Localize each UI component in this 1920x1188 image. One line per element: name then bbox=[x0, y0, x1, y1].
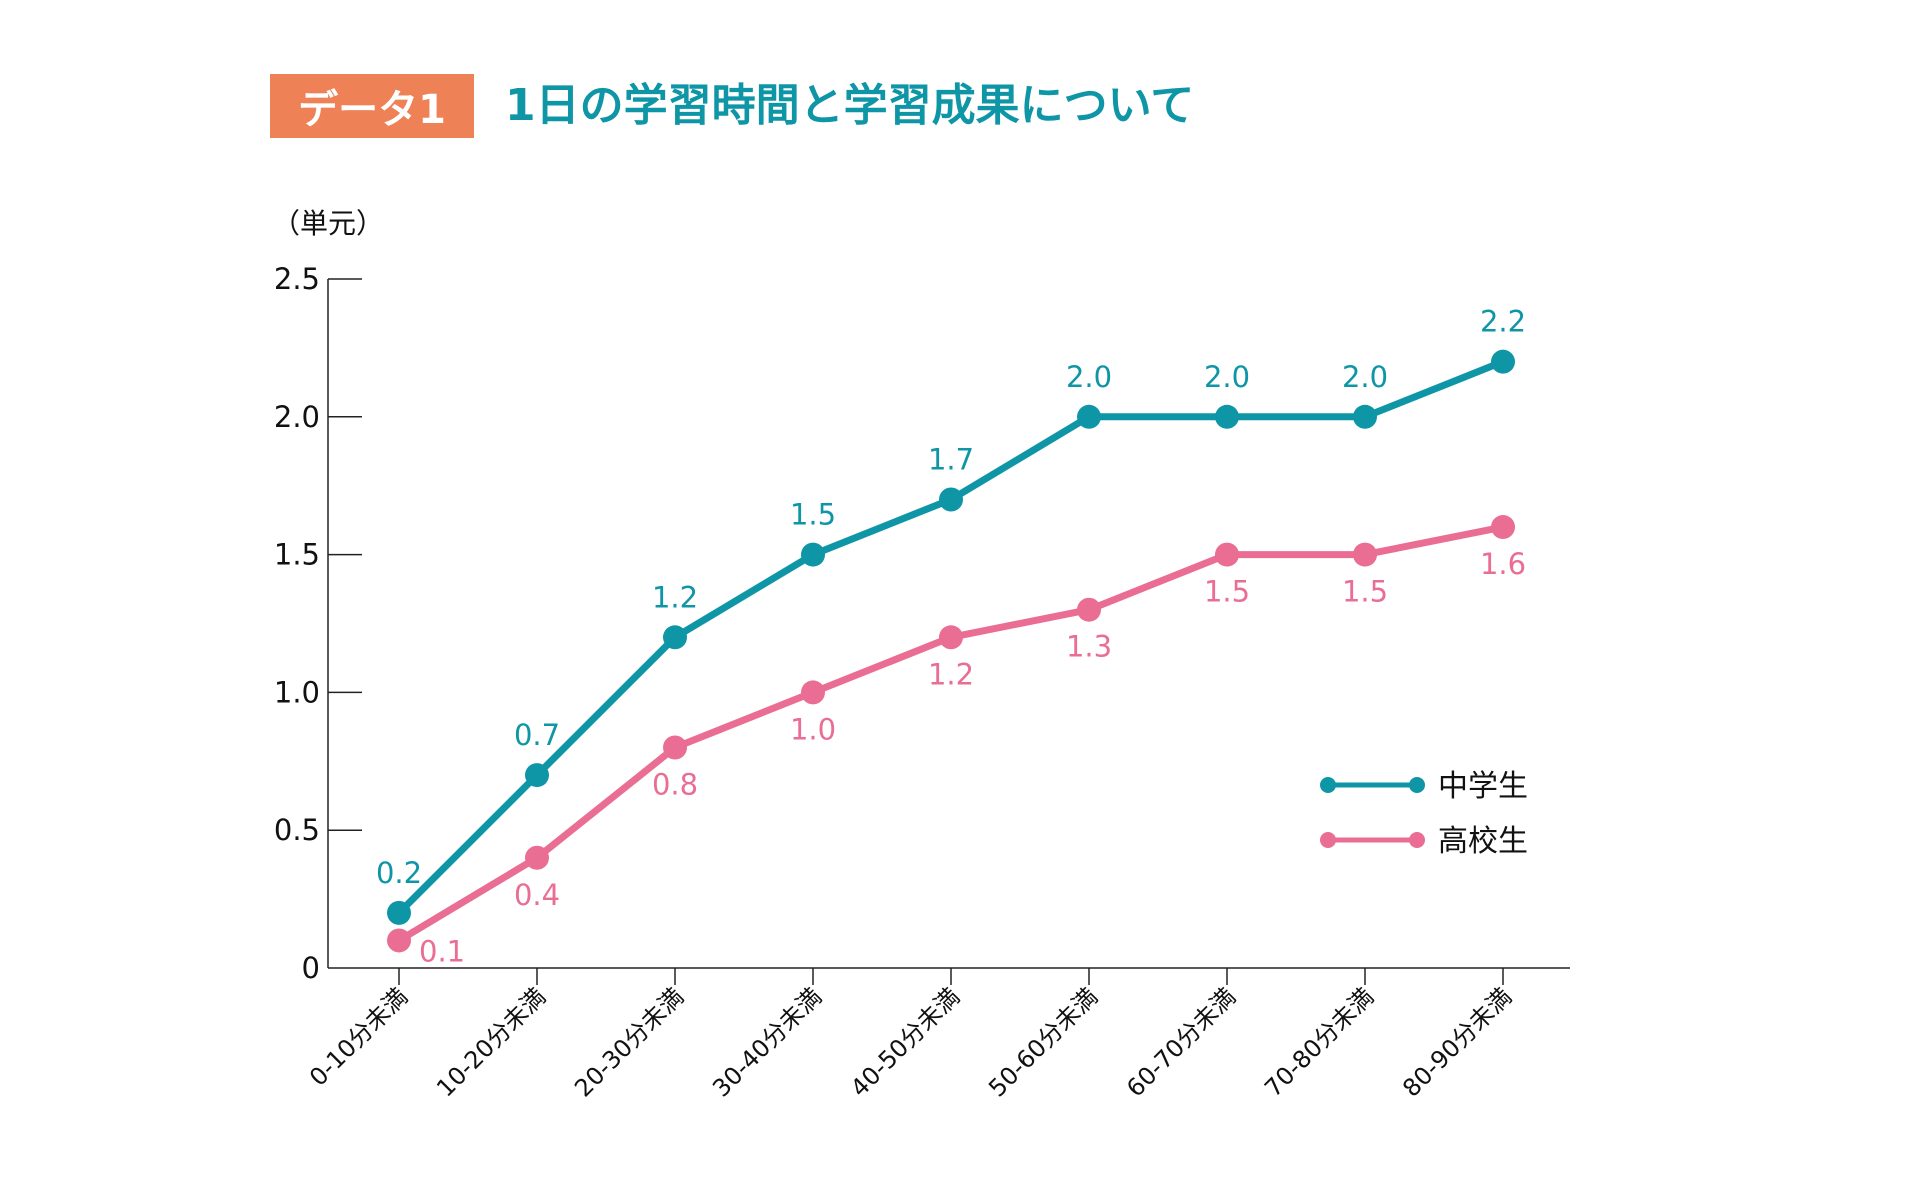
chart-title: 1日の学習時間と学習成果について bbox=[505, 80, 1195, 131]
data-point bbox=[801, 680, 825, 705]
data-point bbox=[387, 928, 411, 953]
data-point bbox=[387, 900, 411, 925]
x-tick-label: 70-80分未満 bbox=[1259, 982, 1379, 1102]
y-axis-unit-label: （単元） bbox=[272, 207, 385, 240]
data-label: 0.4 bbox=[514, 878, 560, 912]
y-tick-label: 1.0 bbox=[274, 675, 320, 709]
data-point bbox=[939, 487, 963, 512]
series-line-1 bbox=[397, 523, 1504, 944]
y-tick-label: 2.5 bbox=[274, 262, 320, 296]
data-label: 1.5 bbox=[1342, 575, 1388, 609]
legend-marker bbox=[1320, 777, 1336, 793]
data-label: 1.6 bbox=[1480, 547, 1526, 581]
data-label: 1.5 bbox=[1204, 575, 1250, 609]
x-tick-label: 80-90分未満 bbox=[1397, 982, 1517, 1102]
data-label: 1.7 bbox=[928, 442, 974, 476]
data-point bbox=[1215, 542, 1239, 567]
data-point bbox=[1491, 515, 1515, 540]
data-badge: データ1 bbox=[270, 74, 474, 138]
data-label: 1.2 bbox=[928, 657, 974, 691]
x-tick-label: 0-10分未満 bbox=[304, 982, 413, 1091]
legend-marker bbox=[1320, 832, 1336, 848]
data-label: 1.2 bbox=[652, 580, 698, 614]
data-label: 0.8 bbox=[652, 768, 698, 802]
data-label: 2.0 bbox=[1066, 360, 1112, 394]
x-tick-label: 20-30分未満 bbox=[569, 982, 689, 1102]
legend-label: 高校生 bbox=[1438, 824, 1528, 859]
x-tick-label: 60-70分未満 bbox=[1121, 982, 1241, 1102]
data-point bbox=[525, 845, 549, 870]
y-tick-label: 2.0 bbox=[274, 400, 320, 434]
data-label: 1.5 bbox=[790, 498, 836, 532]
data-point bbox=[663, 625, 687, 650]
data-point bbox=[1077, 597, 1101, 622]
data-label: 2.0 bbox=[1342, 360, 1388, 394]
data-point bbox=[1353, 404, 1377, 429]
legend-marker bbox=[1409, 777, 1425, 793]
data-point bbox=[939, 625, 963, 650]
data-point bbox=[663, 735, 687, 760]
x-tick-label: 10-20分未満 bbox=[431, 982, 551, 1102]
data-point bbox=[1077, 404, 1101, 429]
data-point bbox=[1215, 404, 1239, 429]
x-tick-label: 50-60分未満 bbox=[983, 982, 1103, 1102]
data-point bbox=[1491, 349, 1515, 374]
x-tick-label: 40-50分未満 bbox=[845, 982, 965, 1102]
x-tick-label: 30-40分未満 bbox=[707, 982, 827, 1102]
y-tick-label: 1.5 bbox=[274, 538, 320, 572]
y-tick-label: 0.5 bbox=[274, 813, 320, 847]
data-label: 0.2 bbox=[376, 856, 422, 890]
legend-label: 中学生 bbox=[1438, 769, 1528, 804]
data-label: 0.7 bbox=[514, 718, 560, 752]
data-point bbox=[525, 763, 549, 788]
data-label: 0.1 bbox=[419, 934, 465, 968]
data-label: 2.0 bbox=[1204, 360, 1250, 394]
data-point bbox=[801, 542, 825, 567]
y-tick-label: 0 bbox=[302, 951, 320, 985]
data-label: 1.3 bbox=[1066, 630, 1112, 664]
data-label: 1.0 bbox=[790, 712, 836, 746]
data-label: 2.2 bbox=[1480, 305, 1526, 339]
data-point bbox=[1353, 542, 1377, 567]
legend-marker bbox=[1409, 832, 1425, 848]
